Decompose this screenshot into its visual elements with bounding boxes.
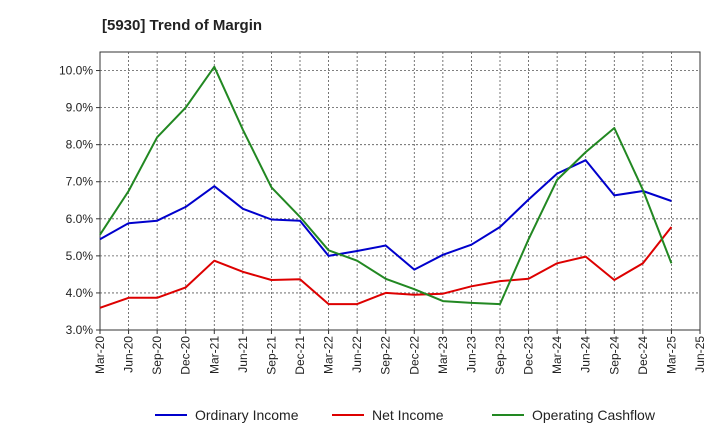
- x-tick-label: Dec-20: [179, 336, 193, 375]
- y-tick-label: 7.0%: [66, 175, 94, 189]
- y-axis-tick-labels: 3.0% 4.0% 5.0% 6.0% 7.0% 8.0% 9.0% 10.0%: [59, 64, 100, 337]
- y-tick-label: 6.0%: [66, 212, 94, 226]
- x-tick-label: Jun-22: [350, 336, 364, 373]
- grid-lines: [100, 52, 700, 330]
- x-tick-label: Sep-20: [150, 336, 164, 375]
- series-lines: [99, 65, 673, 309]
- x-tick-label: Dec-24: [636, 336, 650, 375]
- x-tick-label: Jun-23: [464, 336, 478, 373]
- legend-label: Operating Cashflow: [532, 407, 656, 423]
- y-tick-label: 8.0%: [66, 138, 94, 152]
- x-tick-label: Dec-21: [293, 336, 307, 375]
- x-tick-label: Mar-23: [436, 336, 450, 374]
- series-line-net-income: [99, 226, 673, 309]
- x-tick-label: Jun-20: [122, 336, 136, 373]
- y-tick-label: 4.0%: [66, 286, 94, 300]
- x-tick-label: Jun-25: [693, 336, 707, 373]
- legend: Ordinary Income Net Income Operating Cashf…: [155, 407, 656, 423]
- x-tick-label: Jun-24: [579, 336, 593, 373]
- x-tick-label: Mar-22: [322, 336, 336, 374]
- x-axis-tick-labels: Mar-20 Jun-20 Sep-20 Dec-20 Mar-21 Jun-21 Sep-…: [93, 330, 707, 375]
- x-tick-label: Sep-22: [379, 336, 393, 375]
- legend-label: Net Income: [372, 407, 444, 423]
- y-tick-label: 9.0%: [66, 101, 94, 115]
- chart-title: [5930] Trend of Margin: [102, 17, 262, 34]
- x-tick-label: Dec-22: [407, 336, 421, 375]
- series-line-operating-cashflow: [99, 65, 673, 306]
- x-tick-label: Jun-21: [236, 336, 250, 373]
- x-tick-label: Dec-23: [522, 336, 536, 375]
- legend-label: Ordinary Income: [195, 407, 299, 423]
- x-tick-label: Sep-21: [264, 336, 278, 375]
- x-tick-label: Mar-24: [550, 336, 564, 374]
- y-tick-label: 10.0%: [59, 64, 93, 78]
- x-tick-label: Mar-25: [664, 336, 678, 374]
- x-tick-label: Sep-24: [607, 336, 621, 375]
- y-tick-label: 5.0%: [66, 249, 94, 263]
- y-tick-label: 3.0%: [66, 323, 94, 337]
- x-tick-label: Mar-20: [93, 336, 107, 374]
- x-tick-label: Mar-21: [207, 336, 221, 374]
- series-line-ordinary-income: [99, 159, 672, 271]
- x-tick-label: Sep-23: [493, 336, 507, 375]
